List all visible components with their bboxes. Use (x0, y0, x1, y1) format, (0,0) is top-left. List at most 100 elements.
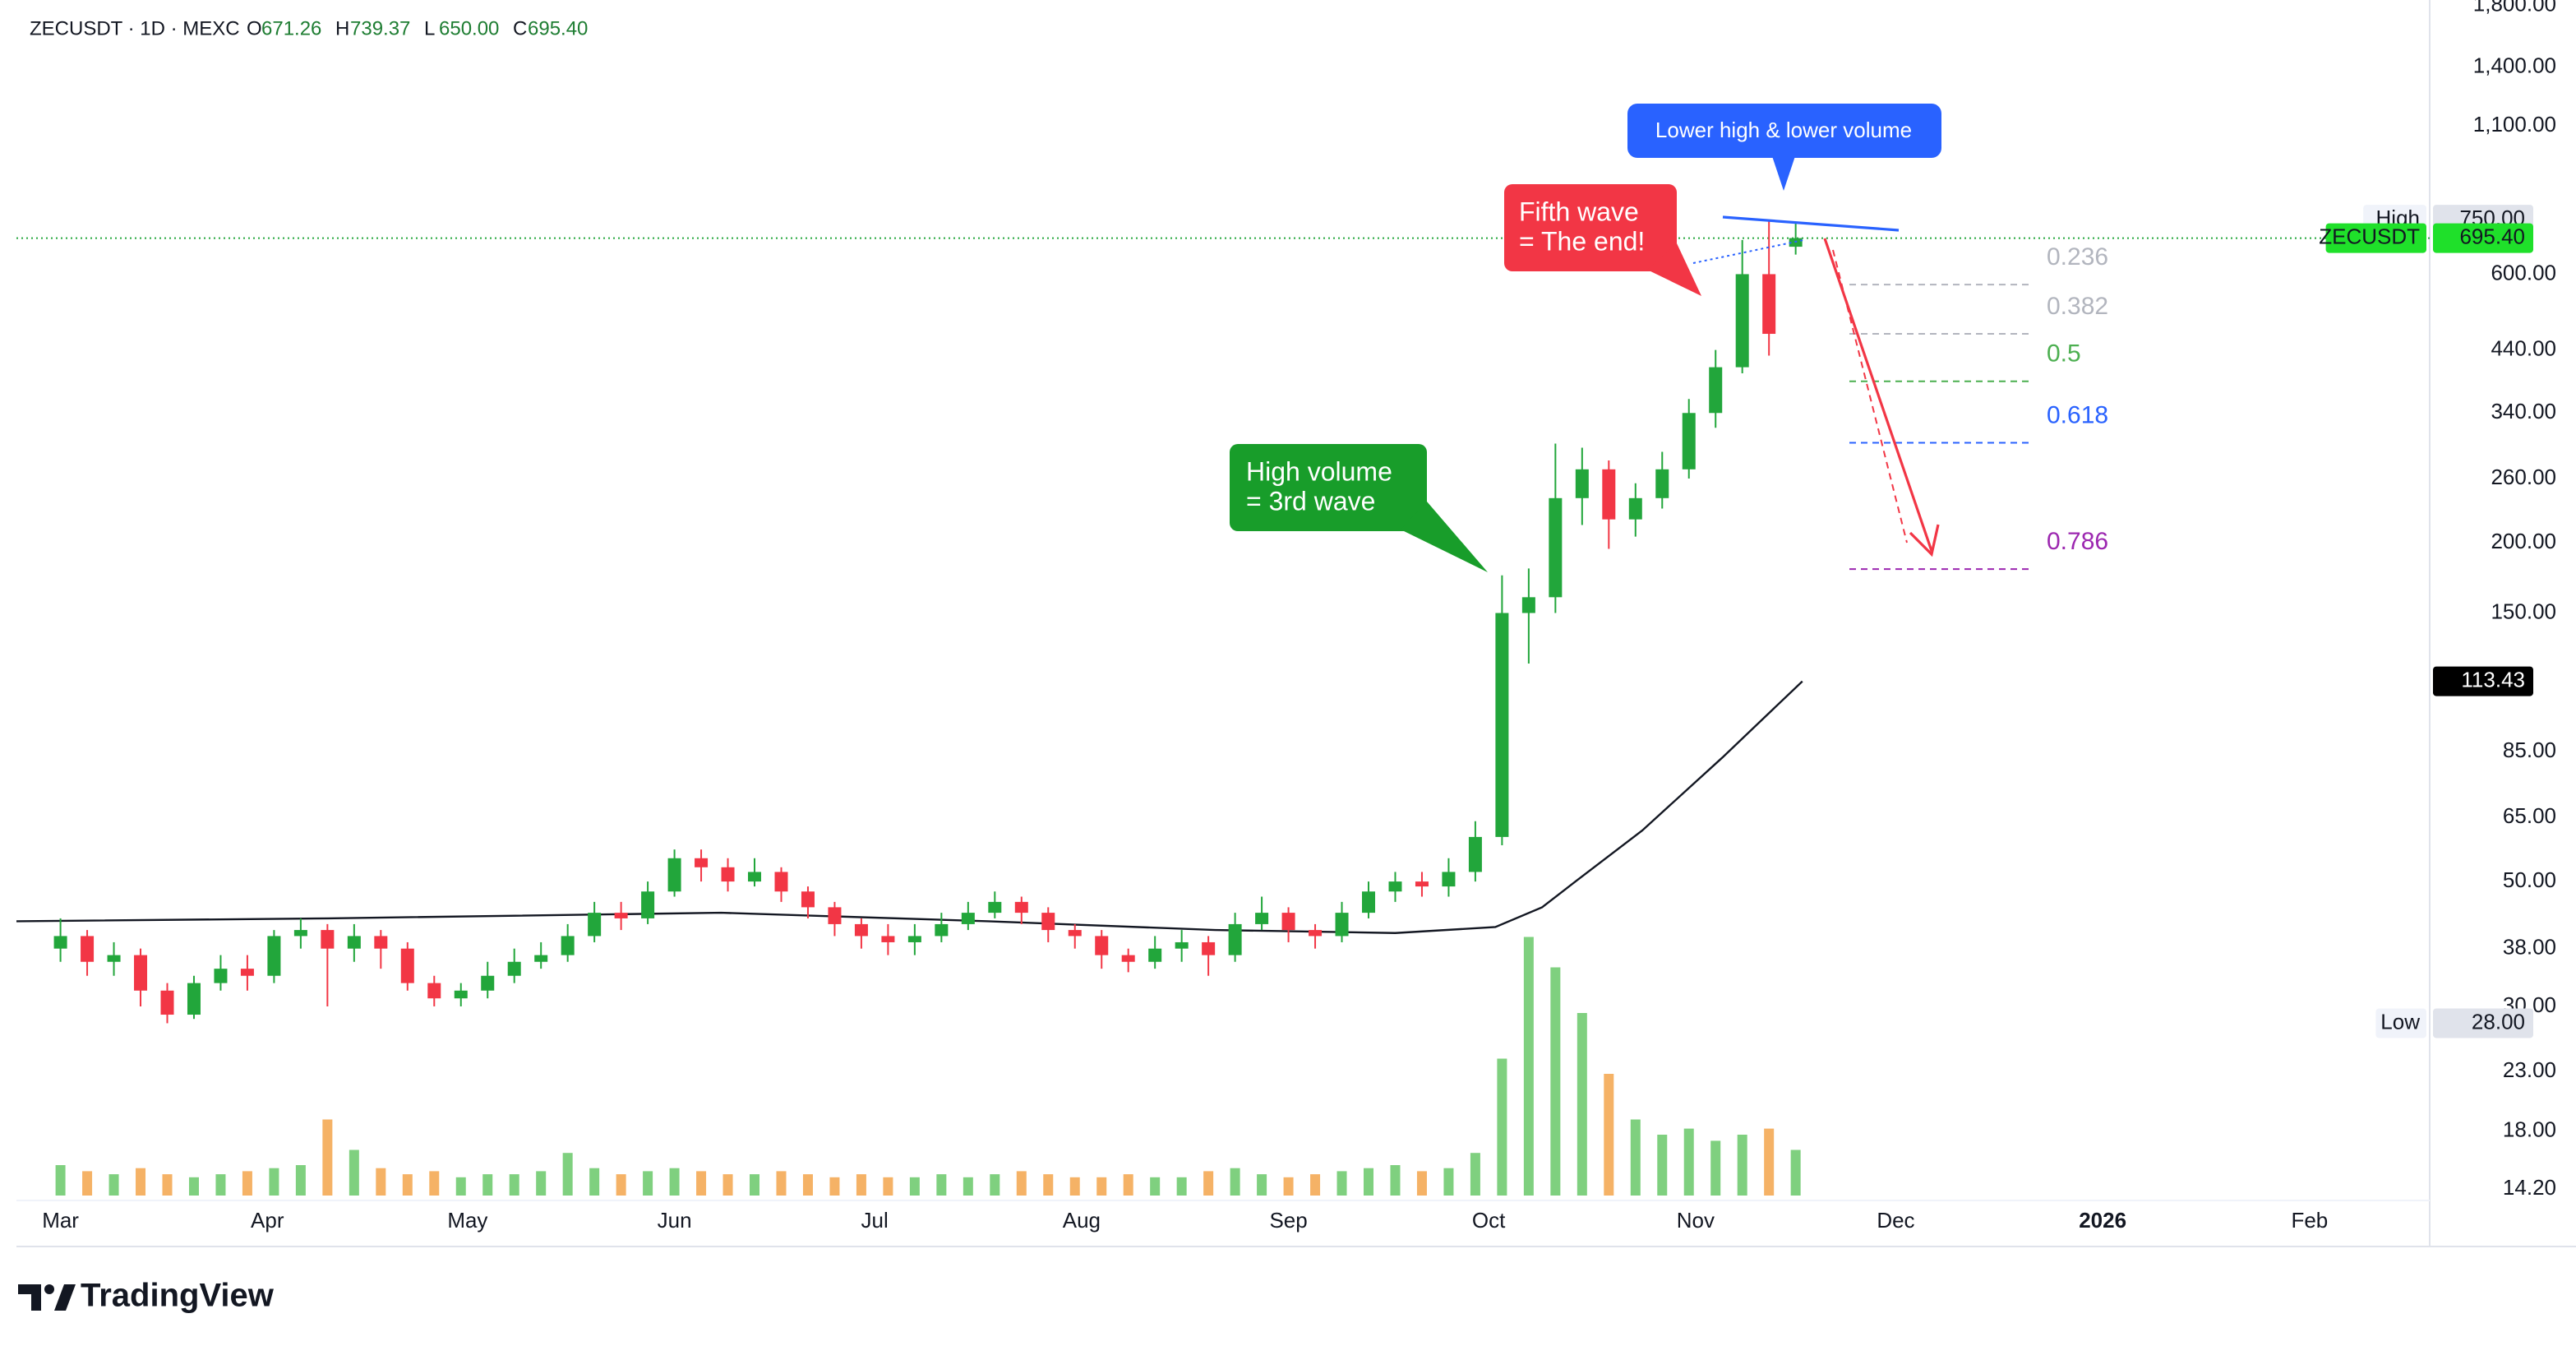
y-tick-label: 150.00 (2491, 599, 2556, 623)
x-tick-label: Jul (861, 1208, 889, 1233)
candle-body (1468, 836, 1482, 872)
y-tick-label: 18.00 (2503, 1117, 2556, 1142)
moving-average (16, 680, 1803, 934)
fib-label: 0.382 (2047, 293, 2108, 320)
volume-bar (1043, 1174, 1054, 1196)
y-tick-label: 23.00 (2503, 1057, 2556, 1082)
trend-line (1722, 215, 1900, 232)
candle-body (721, 867, 735, 882)
candle-body (240, 969, 254, 976)
brand-name: TradingView (81, 1278, 275, 1314)
candle-body (481, 975, 495, 991)
volume-bar (1069, 1177, 1080, 1196)
callout-box (1504, 184, 1677, 271)
callout-pointer (1772, 156, 1795, 191)
volume-bar (269, 1168, 279, 1196)
volume-bar (1577, 1013, 1587, 1196)
x-tick-label: Oct (1472, 1208, 1506, 1233)
ohlc-label: C (513, 17, 527, 39)
volume-bar (322, 1119, 333, 1196)
volume-bar (1390, 1165, 1401, 1196)
fib-label: 0.236 (2047, 243, 2108, 271)
candle-body (534, 955, 548, 962)
price-tag-value: 28.00 (2472, 1009, 2525, 1034)
callout-pointer (1401, 502, 1488, 572)
volume-bar (242, 1171, 252, 1196)
volume-bar (482, 1174, 493, 1196)
volume-bar (1096, 1177, 1107, 1196)
y-tick-label: 50.00 (2503, 867, 2556, 892)
x-tick-label: Apr (251, 1208, 284, 1233)
callout-box (1627, 104, 1941, 158)
symbol-legend: ZECUSDT · 1D · MEXC (30, 17, 240, 39)
ohlc-label: H (335, 17, 349, 39)
volume-bar (1604, 1074, 1614, 1196)
candle-body (828, 907, 842, 924)
candle-body (1602, 469, 1616, 520)
volume-bar (1657, 1135, 1668, 1196)
price-tag-box (2433, 1008, 2533, 1038)
candle-body (1762, 274, 1776, 335)
candle-body (1095, 936, 1109, 955)
volume-bar (55, 1165, 66, 1196)
volume-bar (1257, 1174, 1267, 1196)
candle-body (160, 990, 174, 1015)
projection-arrow (1823, 238, 1933, 552)
callout-text: = 3rd wave (1246, 486, 1375, 516)
candle-body (1014, 901, 1028, 914)
volume-bar (455, 1177, 466, 1196)
y-tick-label: 38.00 (2503, 935, 2556, 960)
y-tick-label: 14.20 (2503, 1175, 2556, 1200)
fib-label: 0.5 (2047, 340, 2081, 368)
candle-body (1228, 923, 1242, 955)
volume-bar (883, 1177, 893, 1196)
x-tick-label: Nov (1677, 1208, 1715, 1233)
volume-bar (108, 1174, 119, 1196)
candle-body (561, 936, 575, 955)
volume-bar (990, 1174, 1000, 1196)
candle-body (1202, 941, 1216, 955)
candle-body (374, 936, 388, 949)
y-tick-label: 600.00 (2491, 260, 2556, 284)
x-tick-label: 2026 (2079, 1208, 2126, 1233)
price-tag-name: Low (2380, 1009, 2420, 1034)
ohlc-value: 671.26 (261, 17, 321, 39)
candle-body (1521, 597, 1535, 613)
volume-bar (1790, 1149, 1801, 1196)
volume-bar (1283, 1177, 1294, 1196)
candle-body (641, 891, 655, 918)
volume-bar (1150, 1177, 1161, 1196)
brand-logo (18, 1284, 76, 1311)
volume-bar (802, 1174, 813, 1196)
volume-bar (349, 1149, 359, 1196)
ohlc-label: L (424, 17, 435, 39)
y-tick-label: 65.00 (2503, 803, 2556, 828)
candle-body (1148, 948, 1162, 962)
ohlc-label: O (247, 17, 262, 39)
candle-body (1255, 913, 1269, 924)
ohlc-value: 650.00 (439, 17, 499, 39)
candle-body (1735, 274, 1749, 368)
candle-body (1281, 913, 1295, 931)
candle-body (1628, 497, 1642, 520)
volume-bar (1310, 1174, 1321, 1196)
x-tick-label: Jun (658, 1208, 692, 1233)
volume-bar (402, 1174, 413, 1196)
volume-bar (562, 1153, 573, 1196)
candle-body (1335, 913, 1349, 937)
fib-label: 0.618 (2047, 401, 2108, 428)
candle-body (988, 901, 1002, 914)
candle-body (53, 936, 67, 949)
callout-text: High volume (1246, 456, 1392, 486)
price-tag-name-box (2375, 1008, 2426, 1038)
candle-body (293, 930, 307, 937)
y-tick-label: 340.00 (2491, 399, 2556, 423)
candle-body (854, 923, 868, 937)
x-tick-label: Mar (42, 1208, 79, 1233)
volume-bar (509, 1174, 519, 1196)
candle-body (267, 936, 281, 976)
ohlc-value: 739.37 (350, 17, 410, 39)
volume-bar (295, 1165, 306, 1196)
